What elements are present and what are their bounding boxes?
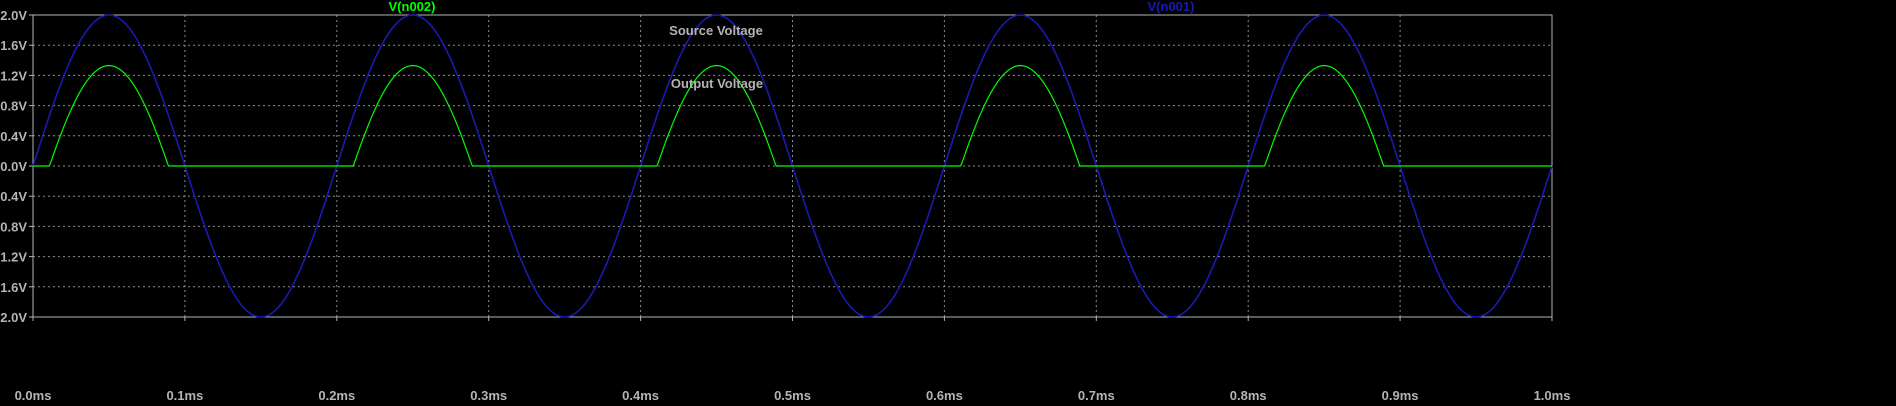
traces[interactable] [32,14,1553,318]
x-tick-label: 0.5ms [774,388,811,403]
labels: V(n002) V(n001) Source Voltage Output Volta… [389,0,1195,91]
trace-output-voltage[interactable] [33,64,1552,167]
x-tick-label: 0.4ms [622,388,659,403]
x-tick-label: 0.1ms [166,388,203,403]
x-tick-label: 0.3ms [470,388,507,403]
y-tick-label: 2.0V [0,8,27,23]
x-tick-label: 0.8ms [1230,388,1267,403]
trace-label-vn001[interactable]: V(n001) [1148,0,1195,14]
x-tick-label: 0.6ms [926,388,963,403]
y-tick-label: -0.8V [0,219,27,234]
x-tick-label: 0.9ms [1382,388,1419,403]
x-tick-label: 0.2ms [318,388,355,403]
y-tick-label: -1.6V [0,280,27,295]
y-tick-label: 1.2V [0,68,27,83]
y-tick-label: 1.6V [0,38,27,53]
y-tick-label: 0.0V [0,159,27,174]
x-tick-label: 0.0ms [15,388,52,403]
annotation-output-voltage: Output Voltage [671,76,763,91]
trace-label-vn002[interactable]: V(n002) [389,0,436,14]
y-tick-label: -0.4V [0,189,27,204]
x-tick-label: 1.0ms [1534,388,1571,403]
y-tick-label: -1.2V [0,250,27,265]
grid [33,15,1552,317]
annotation-source-voltage: Source Voltage [669,23,763,38]
y-tick-label: 0.8V [0,99,27,114]
x-tick-label: 0.7ms [1078,388,1115,403]
y-tick-label: 0.4V [0,129,27,144]
y-tick-label: -2.0V [0,310,27,325]
